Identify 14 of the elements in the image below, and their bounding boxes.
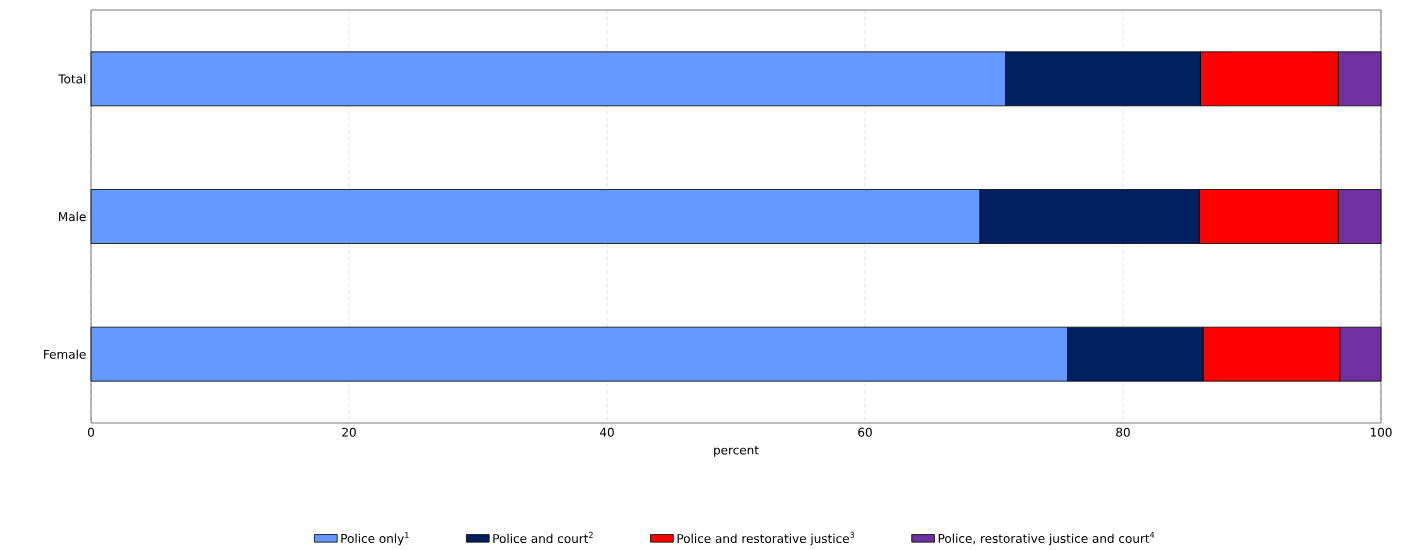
- x-tick-label: 40: [599, 427, 614, 437]
- x-tick-label: 20: [342, 427, 356, 437]
- x-tick-label: 100: [1370, 427, 1392, 437]
- legend-label: Police, restorative justice and court$^{4}$: [938, 531, 1155, 546]
- legend-label: Police and court$^{2}$: [493, 531, 593, 543]
- y-tick-label: Male: [59, 211, 86, 222]
- x-tick-label: 60: [858, 427, 872, 437]
- x-tick-label: 80: [1116, 427, 1130, 437]
- x-tick-label: 0: [87, 427, 95, 437]
- y-tick-label: Total: [58, 74, 86, 84]
- legend-label: Police and restorative justice$^{3}$: [677, 531, 855, 546]
- x-axis-title: percent: [714, 445, 759, 457]
- legend-label: Police only$^{1}$: [341, 531, 409, 546]
- y-tick-label: Female: [44, 349, 86, 359]
